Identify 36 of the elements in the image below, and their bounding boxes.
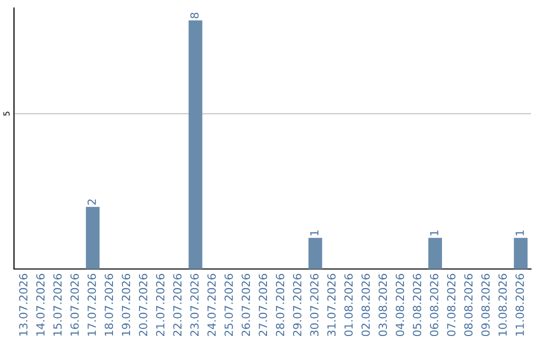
x-tick-label: 15.07.2026 [53, 274, 62, 336]
x-tick-label: 18.07.2026 [104, 274, 114, 336]
data-label: 1 [310, 230, 318, 236]
data-label: 2 [88, 200, 96, 205]
x-tick-label: 28.07.2026 [276, 274, 284, 336]
data-label: 8 [190, 12, 199, 18]
y-tick-label: 5 [3, 112, 10, 116]
x-tick-label: 07.08.2026 [447, 274, 456, 336]
x-tick-label: 01.08.2026 [344, 274, 353, 336]
x-tick-label: 31.07.2026 [327, 274, 336, 336]
x-tick-label: 17.07.2026 [88, 274, 96, 336]
x-tick-label: 10.08.2026 [498, 274, 507, 336]
x-tick-label: 22.07.2026 [173, 274, 182, 336]
x-tick-label: 30.07.2026 [310, 274, 319, 336]
x-tick-label: 29.07.2026 [293, 274, 302, 336]
x-tick-label: 11.08.2026 [516, 274, 524, 336]
x-tick-label: 20.07.2026 [138, 274, 148, 336]
x-tick-label: 06.08.2026 [430, 274, 438, 336]
data-label: 1 [430, 230, 438, 236]
x-tick-label: 13.07.2026 [19, 274, 28, 336]
x-tick-label: 04.08.2026 [396, 274, 404, 336]
x-tick-label: 08.08.2026 [464, 274, 473, 336]
x-tick-label: 25.07.2026 [224, 274, 233, 336]
x-tick-label: 24.07.2026 [207, 274, 216, 336]
x-tick-label: 05.08.2026 [412, 274, 422, 336]
x-tick-label: 14.07.2026 [36, 274, 45, 336]
x-tick-label: 03.08.2026 [378, 274, 387, 336]
x-tick-label: 26.07.2026 [242, 274, 250, 336]
x-tick-label: 23.07.2026 [190, 274, 199, 336]
x-tick-label: 09.08.2026 [481, 274, 490, 336]
x-tick-label: 19.07.2026 [122, 274, 130, 336]
data-label: 1 [516, 230, 524, 236]
x-tick-label: 21.07.2026 [156, 274, 164, 336]
x-tick-label: 16.07.2026 [70, 274, 79, 336]
x-tick-label: 27.07.2026 [258, 274, 268, 336]
x-tick-label: 02.08.2026 [361, 274, 370, 336]
